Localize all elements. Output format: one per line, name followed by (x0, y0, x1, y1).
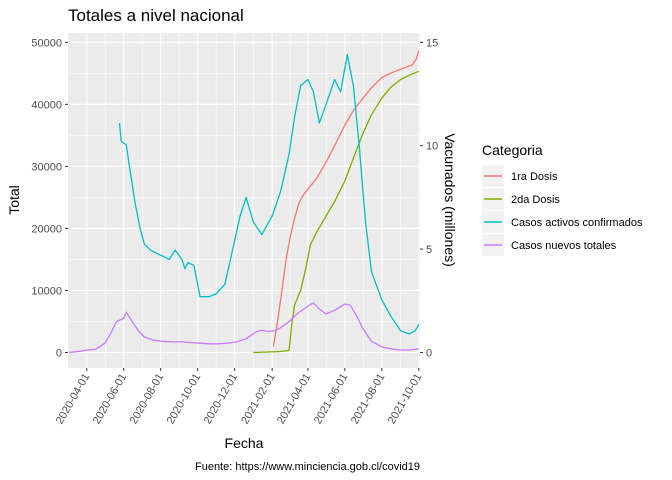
x-tick-label: 2020-10-01 (165, 372, 204, 427)
x-tick-label: 2020-04-01 (54, 372, 93, 427)
x-tick-label: 2021-06-01 (312, 372, 351, 427)
y-axis-right: 0 5 10 15 (420, 37, 438, 359)
x-tick-label: 2021-08-01 (349, 372, 388, 427)
y-tick-label: 50000 (31, 37, 62, 49)
x-tick-label: 2021-04-01 (275, 372, 314, 427)
caption: Fuente: https://www.minciencia.gob.cl/co… (195, 461, 420, 473)
y2-tick-label: 0 (426, 347, 432, 359)
series-line-casos-nuevos-totales (69, 302, 419, 354)
x-tick-label: 2021-10-01 (386, 372, 425, 427)
x-tick-label: 2021-02-01 (239, 372, 278, 427)
y-tick-label: 20000 (31, 223, 62, 235)
x-axis: 2020-04-012020-06-012020-08-012020-10-01… (54, 368, 425, 427)
legend-label: Casos activos confirmados (511, 217, 643, 229)
legend-label: 2da Dosis (511, 194, 560, 206)
y-tick-label: 10000 (31, 285, 62, 297)
chart-title: Totales a nivel nacional (68, 6, 244, 25)
series-line-1ra-dosis (272, 50, 420, 347)
legend-title: Categoria (482, 142, 543, 158)
y2-tick-label: 15 (426, 37, 438, 49)
x-tick-label: 2020-08-01 (128, 372, 167, 427)
legend: Categoria 1ra Dosis 2da Dosis Casos activo… (482, 142, 643, 256)
series-lines (69, 50, 420, 354)
y-tick-label: 40000 (31, 99, 62, 111)
y-axis-title: Total (6, 185, 22, 215)
y-axis-left: 0 10000 20000 30000 40000 50000 (31, 37, 68, 359)
plot-panel (68, 33, 420, 368)
legend-label: 1ra Dosis (511, 171, 558, 183)
y-tick-label: 0 (56, 347, 62, 359)
x-axis-title: Fecha (225, 435, 264, 451)
grid-major (68, 33, 420, 368)
y2-tick-label: 10 (426, 141, 438, 153)
series-line-casos-activos-confirmados (118, 54, 420, 335)
y2-axis-title: Vacunados (millones) (442, 133, 458, 267)
legend-label: Casos nuevos totales (511, 240, 617, 252)
y-tick-label: 30000 (31, 161, 62, 173)
y2-tick-label: 5 (426, 244, 432, 256)
series-line-2da-dosis (253, 70, 420, 354)
x-tick-label: 2020-12-01 (202, 372, 241, 427)
x-tick-label: 2020-06-01 (91, 372, 130, 427)
